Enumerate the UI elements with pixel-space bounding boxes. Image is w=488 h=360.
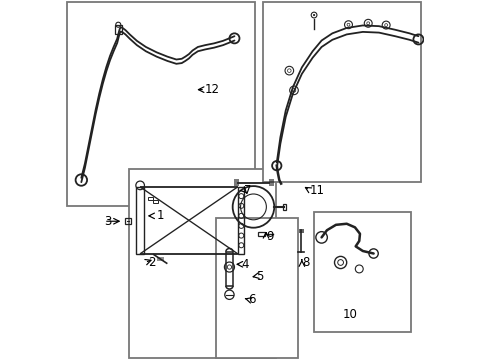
Bar — [115, 25, 122, 34]
Bar — [153, 200, 158, 203]
Bar — [258, 232, 264, 235]
Text: 11: 11 — [309, 184, 324, 197]
Bar — [263, 3, 420, 182]
Text: 6: 6 — [247, 293, 255, 306]
Text: 4: 4 — [241, 258, 248, 271]
Bar — [156, 257, 163, 261]
Text: 12: 12 — [204, 83, 220, 96]
Text: 1: 1 — [156, 210, 164, 222]
Text: 7: 7 — [244, 184, 251, 197]
Bar — [148, 197, 153, 201]
Bar — [233, 179, 238, 186]
Bar — [282, 204, 286, 210]
Bar — [129, 169, 276, 357]
Text: 5: 5 — [256, 270, 263, 283]
Text: 3: 3 — [104, 215, 111, 228]
Bar — [298, 229, 303, 233]
Text: 2: 2 — [147, 256, 155, 269]
Text: 10: 10 — [343, 308, 357, 321]
Circle shape — [312, 14, 314, 16]
Bar — [314, 212, 410, 332]
Bar — [268, 179, 273, 186]
Bar — [67, 3, 255, 206]
Bar — [136, 187, 144, 253]
Text: 8: 8 — [301, 256, 308, 269]
Bar — [238, 187, 244, 253]
Bar — [215, 218, 298, 357]
Bar — [125, 218, 131, 225]
Text: 9: 9 — [265, 230, 273, 243]
Bar — [225, 252, 233, 286]
